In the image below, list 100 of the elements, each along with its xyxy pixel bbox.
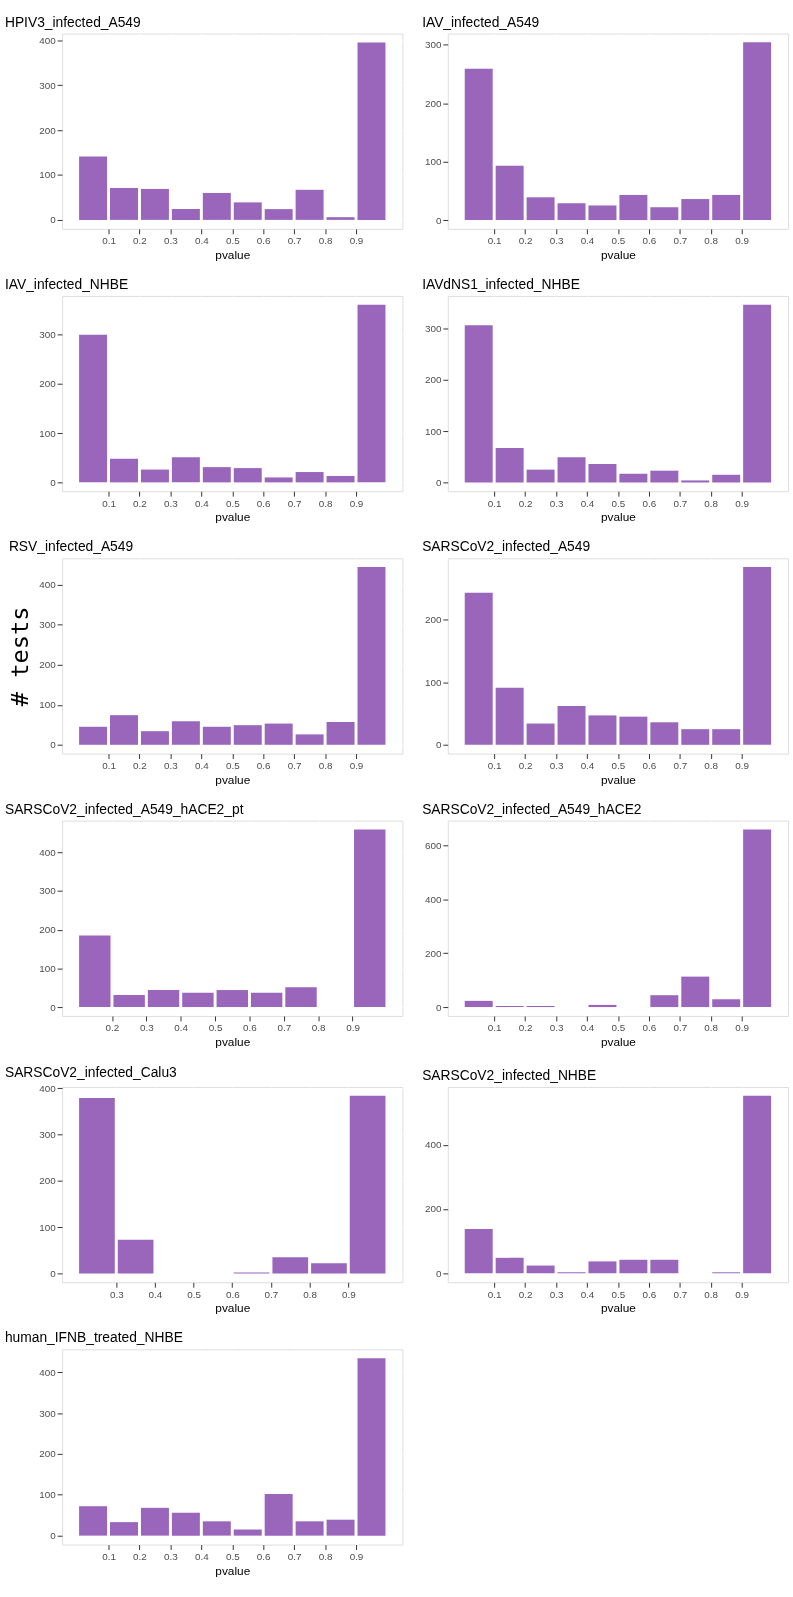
y-tick-label: 0 bbox=[50, 1530, 57, 1542]
x-tick-label: 0.7 bbox=[673, 235, 688, 247]
y-tick-label: 100 bbox=[39, 1221, 57, 1233]
x-axis-title: pvalue bbox=[215, 772, 251, 787]
x-tick-label: 0.7 bbox=[287, 497, 302, 509]
x-axis-title: pvalue bbox=[600, 772, 637, 787]
y-tick-label: 0 bbox=[50, 476, 57, 488]
x-tick-label: 0.3 bbox=[139, 1022, 155, 1034]
y-tick-label: 100 bbox=[424, 676, 442, 688]
x-tick-label: 0.1 bbox=[102, 759, 116, 771]
x-tick-label: 0.8 bbox=[318, 1550, 333, 1562]
x-tick-label: 0.3 bbox=[549, 1022, 564, 1034]
y-tick-label: 300 bbox=[39, 1407, 57, 1419]
y-tick-label: 300 bbox=[39, 329, 57, 341]
x-tick-label: 0.3 bbox=[549, 235, 564, 247]
x-tick-label: 0.2 bbox=[133, 759, 147, 771]
x-tick-label: 0.4 bbox=[148, 1288, 163, 1300]
y-tick-label: 400 bbox=[39, 1366, 57, 1378]
y-tick-label: 0 bbox=[435, 476, 442, 488]
x-tick-label: 0.2 bbox=[133, 497, 147, 509]
chart-title: IAVdNS1_infected_NHBE bbox=[422, 277, 580, 293]
x-tick-label: 0.9 bbox=[346, 1022, 361, 1034]
x-axis-title: pvalue bbox=[600, 247, 637, 262]
x-tick-label: 0.3 bbox=[164, 497, 179, 509]
y-tick-label: 400 bbox=[39, 846, 57, 858]
y-tick-label: 400 bbox=[424, 893, 442, 905]
x-tick-label: 0.5 bbox=[208, 1022, 223, 1034]
x-tick-label: 0.6 bbox=[256, 759, 272, 771]
y-tick-label: 200 bbox=[424, 614, 442, 626]
x-tick-label: 0.4 bbox=[194, 759, 210, 771]
x-tick-label: 0.9 bbox=[735, 235, 750, 247]
x-tick-label: 0.6 bbox=[642, 1022, 657, 1034]
x-tick-label: 0.4 bbox=[580, 497, 595, 509]
chart-title: IAV_infected_NHBE bbox=[4, 277, 129, 293]
x-tick-label: 0.1 bbox=[102, 235, 116, 247]
x-axis-title: pvalue bbox=[215, 1035, 251, 1050]
y-tick-label: 0 bbox=[435, 1001, 442, 1013]
y-tick-label: 100 bbox=[39, 169, 57, 181]
x-tick-label: 0.5 bbox=[611, 1288, 626, 1300]
x-axis-title: pvalue bbox=[215, 510, 251, 525]
chart-title: SARSCoV2_infected_NHBE bbox=[422, 1068, 597, 1084]
x-tick-label: 0.7 bbox=[673, 759, 688, 771]
x-tick-label: 0.6 bbox=[256, 497, 272, 509]
x-axis-title: pvalue bbox=[215, 1301, 251, 1316]
x-axis-title: pvalue bbox=[600, 1035, 637, 1050]
x-tick-label: 0.6 bbox=[642, 1288, 657, 1300]
x-tick-label: 0.9 bbox=[735, 497, 750, 509]
x-tick-label: 0.5 bbox=[611, 497, 626, 509]
x-tick-label: 0.1 bbox=[102, 497, 116, 509]
x-tick-label: 0.1 bbox=[487, 497, 502, 509]
y-tick-label: 0 bbox=[50, 1001, 57, 1013]
x-tick-label: 0.4 bbox=[580, 1022, 595, 1034]
chart-title: SARSCoV2_infected_A549_hACE2_pt bbox=[4, 801, 244, 817]
x-tick-label: 0.5 bbox=[225, 497, 241, 509]
x-tick-label: 0.3 bbox=[549, 1288, 564, 1300]
x-axis-title: pvalue bbox=[600, 510, 637, 525]
x-tick-label: 0.7 bbox=[287, 759, 302, 771]
chart-title: SARSCoV2_infected_A549 bbox=[422, 539, 591, 555]
y-tick-label: 600 bbox=[424, 839, 442, 851]
x-tick-label: 0.1 bbox=[487, 1288, 502, 1300]
x-tick-label: 0.5 bbox=[225, 1550, 241, 1562]
x-tick-label: 0.3 bbox=[109, 1288, 125, 1300]
y-tick-label: 100 bbox=[39, 427, 57, 439]
y-tick-label: 100 bbox=[39, 1489, 57, 1501]
x-tick-label: 0.8 bbox=[704, 1022, 719, 1034]
chart-title: RSV_infected_A549 bbox=[8, 539, 134, 555]
x-tick-label: 0.4 bbox=[580, 235, 595, 247]
y-tick-label: 100 bbox=[424, 425, 442, 437]
x-tick-label: 0.3 bbox=[549, 759, 564, 771]
y-tick-label: 0 bbox=[50, 739, 57, 751]
y-tick-label: 300 bbox=[424, 39, 442, 51]
y-tick-label: 200 bbox=[39, 124, 57, 136]
x-tick-label: 0.9 bbox=[349, 1550, 364, 1562]
x-tick-label: 0.3 bbox=[549, 497, 564, 509]
y-tick-label: 400 bbox=[39, 1082, 57, 1094]
x-tick-label: 0.6 bbox=[642, 497, 657, 509]
x-tick-label: 0.4 bbox=[194, 497, 210, 509]
x-tick-label: 0.9 bbox=[735, 1022, 750, 1034]
x-tick-label: 0.2 bbox=[518, 235, 533, 247]
x-tick-label: 0.3 bbox=[164, 235, 179, 247]
y-tick-label: 0 bbox=[435, 1267, 442, 1279]
chart-title: IAV_infected_A549 bbox=[422, 14, 540, 30]
y-tick-label: 200 bbox=[424, 947, 442, 959]
x-tick-label: 0.3 bbox=[164, 759, 179, 771]
chart-title: SARSCoV2_infected_Calu3 bbox=[4, 1064, 178, 1080]
y-tick-label: 400 bbox=[39, 579, 57, 591]
x-tick-label: 0.8 bbox=[704, 497, 719, 509]
x-axis-title: pvalue bbox=[215, 247, 251, 262]
y-tick-label: 300 bbox=[39, 79, 57, 91]
y-tick-label: 400 bbox=[39, 34, 57, 46]
x-tick-label: 0.9 bbox=[341, 1288, 357, 1300]
y-tick-label: 200 bbox=[39, 659, 57, 671]
x-tick-label: 0.4 bbox=[580, 1288, 595, 1300]
y-tick-label: 200 bbox=[39, 378, 57, 390]
y-tick-label: 100 bbox=[424, 156, 442, 168]
x-tick-label: 0.6 bbox=[642, 759, 657, 771]
y-tick-label: 0 bbox=[50, 214, 57, 226]
x-tick-label: 0.5 bbox=[225, 759, 241, 771]
x-tick-label: 0.9 bbox=[735, 1288, 750, 1300]
x-tick-label: 0.9 bbox=[349, 497, 364, 509]
